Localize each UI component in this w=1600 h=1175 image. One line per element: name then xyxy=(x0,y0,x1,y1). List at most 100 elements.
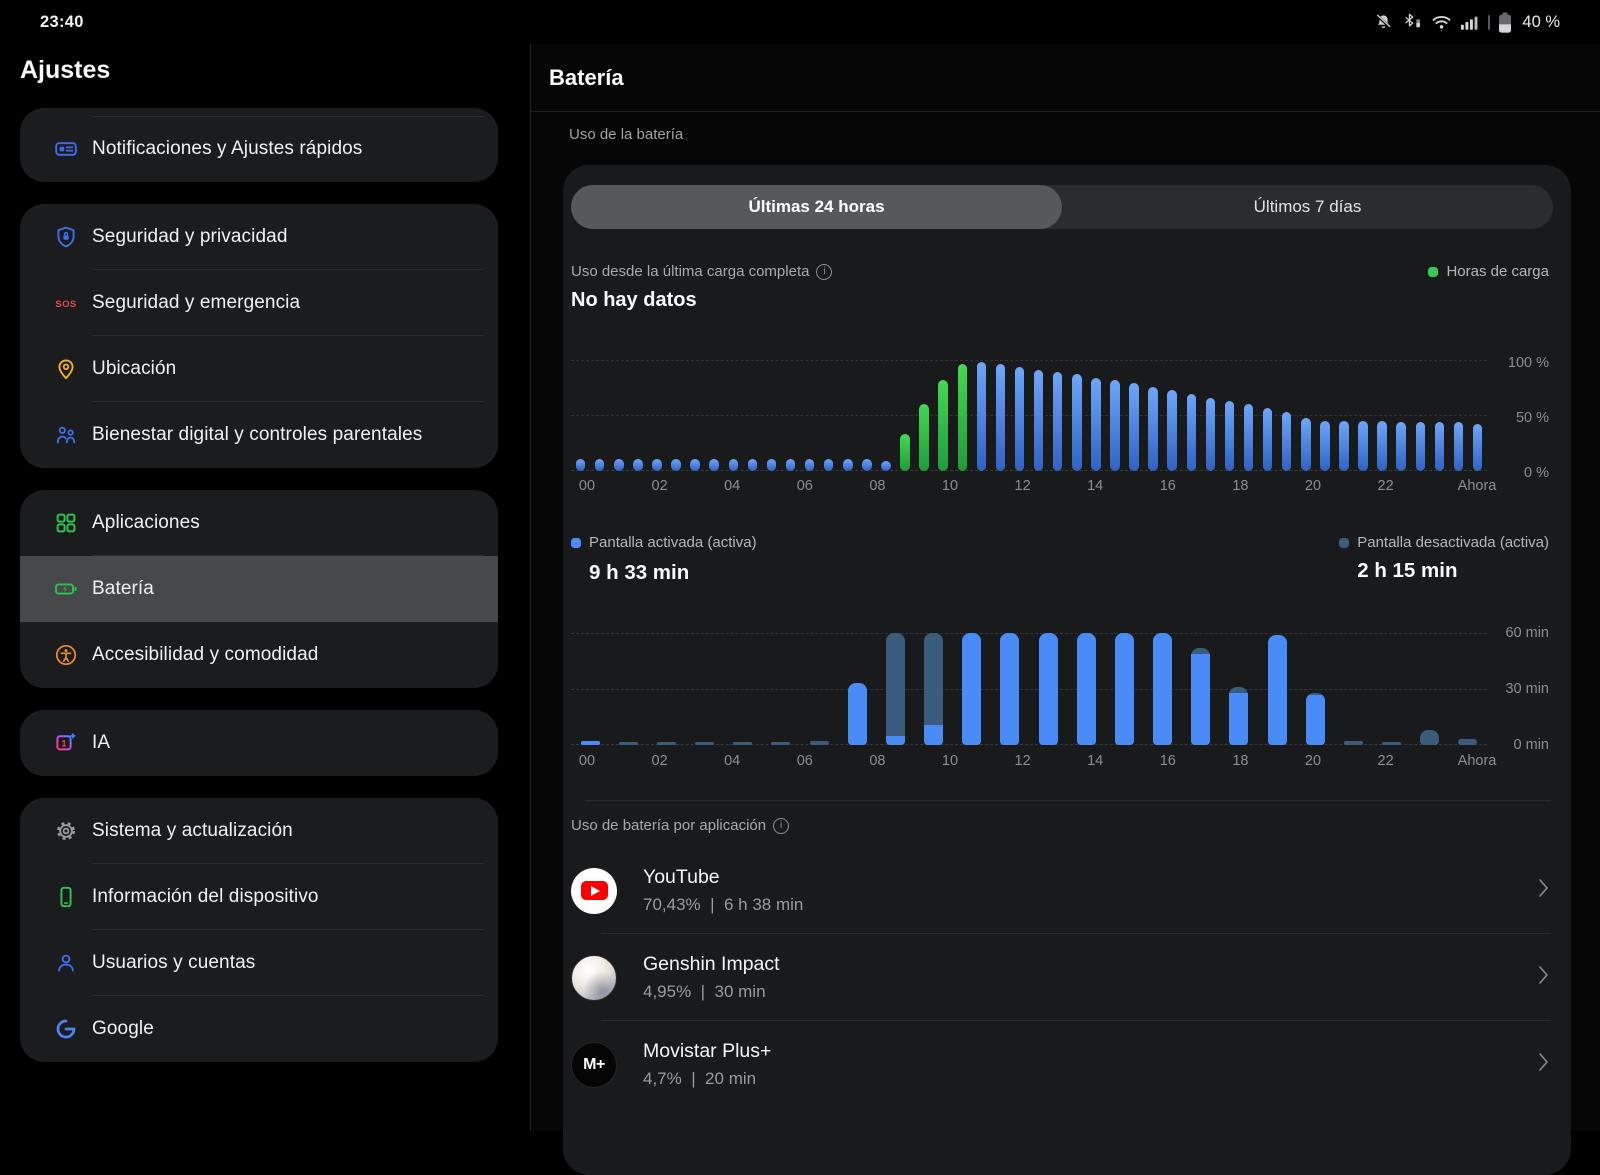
app-name: Movistar Plus+ xyxy=(643,1040,772,1062)
app-row-genshin-impact[interactable]: Genshin Impact 4,95% | 30 min xyxy=(571,934,1551,1021)
battery-bar xyxy=(614,458,624,471)
info-icon[interactable]: i xyxy=(773,817,790,834)
x-axis-label: 00 xyxy=(578,478,596,494)
user-icon xyxy=(54,951,78,975)
gridline-0 xyxy=(571,470,1487,471)
usage-since-charge-label: Uso desde la última carga completa i xyxy=(571,263,833,280)
screen-usage-bar xyxy=(1076,633,1096,745)
chevron-right-icon xyxy=(1538,1052,1549,1077)
x-axis-label: 00 xyxy=(578,753,596,769)
sidebar-item-notificaciones[interactable]: Notificaciones y Ajustes rápidos xyxy=(20,116,498,182)
sidebar-item-label: Información del dispositivo xyxy=(92,886,319,907)
sidebar-item-label: Seguridad y privacidad xyxy=(92,226,288,247)
sidebar-group-notifications: Notificaciones y Ajustes rápidos xyxy=(20,108,498,182)
app-stats: 4,95% | 30 min xyxy=(643,982,766,1001)
sidebar-item-label: Bienestar digital y controles parentales xyxy=(92,424,423,445)
battery-green-icon xyxy=(54,577,78,601)
app-row-movistar-plus[interactable]: M+ Movistar Plus+ 4,7% | 20 min xyxy=(571,1021,1551,1108)
battery-bar xyxy=(1243,404,1254,471)
settings-app: 23:40 xyxy=(0,0,1600,1131)
sidebar-item-informacion[interactable]: Información del dispositivo xyxy=(20,864,498,930)
sidebar-item-sistema[interactable]: Sistema y actualización xyxy=(20,798,498,864)
screen-usage-bar xyxy=(962,633,982,745)
info-icon[interactable]: i xyxy=(816,263,833,280)
screen-usage-bar xyxy=(1153,633,1173,745)
screen-usage-bar xyxy=(1420,730,1440,745)
gridline-0min xyxy=(571,744,1487,745)
ai-icon: 1 xyxy=(54,731,78,755)
sidebar-group-apps: Aplicaciones Batería xyxy=(20,490,498,688)
x-axis-label: 08 xyxy=(869,753,886,769)
sidebar-item-label: Batería xyxy=(92,578,154,599)
battery-bar xyxy=(1434,422,1444,471)
gridline-60min xyxy=(571,633,1487,634)
status-divider xyxy=(1488,14,1491,30)
screen-usage-bar xyxy=(1382,742,1402,745)
sidebar-item-bienestar-digital[interactable]: Bienestar digital y controles parentales xyxy=(20,402,498,468)
y-axis-label: 30 min xyxy=(1505,681,1549,697)
svg-text:SOS: SOS xyxy=(55,299,77,310)
sidebar-item-label: Seguridad y emergencia xyxy=(92,292,301,313)
battery-bar xyxy=(862,458,872,471)
sidebar-item-label: Sistema y actualización xyxy=(92,820,293,841)
x-axis-label: 10 xyxy=(941,478,959,494)
battery-bar xyxy=(766,458,777,471)
battery-bar xyxy=(881,461,891,471)
battery-bar xyxy=(804,458,815,471)
sidebar-item-ia[interactable]: 1 IA xyxy=(20,710,498,776)
battery-usage-card: Últimas 24 horas Últimos 7 días Uso desd… xyxy=(563,165,1571,1175)
sidebar-item-label: Ubicación xyxy=(92,358,177,379)
wellbeing-icon xyxy=(54,423,78,447)
sidebar-item-label: Aplicaciones xyxy=(92,512,200,533)
y-axis-label: 50 % xyxy=(1515,410,1549,426)
section-label: Uso de la batería xyxy=(569,126,684,143)
wifi-icon xyxy=(1431,13,1452,31)
sidebar-item-seguridad-emergencia[interactable]: SOS Seguridad y emergencia xyxy=(20,270,498,336)
tab-ultimas-24-horas[interactable]: Últimas 24 horas xyxy=(571,185,1062,229)
battery-bar xyxy=(919,404,929,471)
movistar-plus-icon: M+ xyxy=(571,1041,617,1088)
battery-bar xyxy=(1129,383,1139,471)
sidebar-item-bateria-selected[interactable]: Batería xyxy=(20,556,498,622)
battery-bar xyxy=(652,458,662,471)
battery-percent: 40 % xyxy=(1522,12,1560,31)
screen-usage-bar xyxy=(733,742,753,745)
app-row-youtube[interactable]: YouTube 70,43% | 6 h 38 min xyxy=(571,847,1551,934)
sidebar-item-ubicacion[interactable]: Ubicación xyxy=(20,336,498,402)
x-axis-label: Ahora xyxy=(1457,478,1497,494)
screen-usage-bar xyxy=(695,742,715,745)
divider xyxy=(92,116,484,117)
phone-icon xyxy=(54,885,78,909)
sidebar-item-seguridad-privacidad[interactable]: Seguridad y privacidad xyxy=(20,204,498,270)
battery-detail-pane: Batería Uso de la batería Últimas 24 hor… xyxy=(530,44,1600,1175)
screen-usage-bar xyxy=(1458,739,1478,745)
content-header: Batería xyxy=(531,44,1600,112)
battery-bar xyxy=(709,458,719,471)
sidebar-item-aplicaciones[interactable]: Aplicaciones xyxy=(20,490,498,556)
status-icons: 40 % xyxy=(1374,12,1560,33)
screen-on-legend: Pantalla activada (activa) 9 h 33 min xyxy=(571,534,757,585)
screen-usage-bar xyxy=(656,742,676,745)
x-axis-label: 16 xyxy=(1159,753,1176,769)
status-bar: 23:40 xyxy=(0,0,1600,44)
sidebar-item-label: Usuarios y cuentas xyxy=(92,952,256,973)
x-axis-label: 20 xyxy=(1304,753,1322,769)
sidebar-item-label: IA xyxy=(92,732,111,753)
battery-bar xyxy=(1091,377,1101,471)
screen-usage-bar xyxy=(1305,692,1325,745)
chevron-right-icon xyxy=(1538,878,1549,903)
screen-usage-bar xyxy=(809,741,829,745)
sidebar-group-system: Sistema y actualización Información del … xyxy=(20,798,498,1062)
location-pin-icon xyxy=(54,357,78,381)
sidebar-item-accesibilidad[interactable]: Accesibilidad y comodidad xyxy=(20,622,498,688)
battery-x-axis: 00 02 04 06 08 10 12 14 16 18 20 22 Ahora xyxy=(571,478,1496,498)
y-axis-label: 60 min xyxy=(1505,625,1549,641)
x-axis-label: 12 xyxy=(1014,753,1031,769)
tab-ultimos-7-dias[interactable]: Últimos 7 días xyxy=(1253,197,1362,216)
sidebar-item-usuarios[interactable]: Usuarios y cuentas xyxy=(20,930,498,996)
shield-lock-icon xyxy=(54,225,78,249)
sidebar-item-google[interactable]: Google xyxy=(20,996,498,1062)
battery-bar xyxy=(1320,421,1330,471)
battery-bar xyxy=(843,458,853,471)
x-axis-label: 08 xyxy=(869,478,886,494)
